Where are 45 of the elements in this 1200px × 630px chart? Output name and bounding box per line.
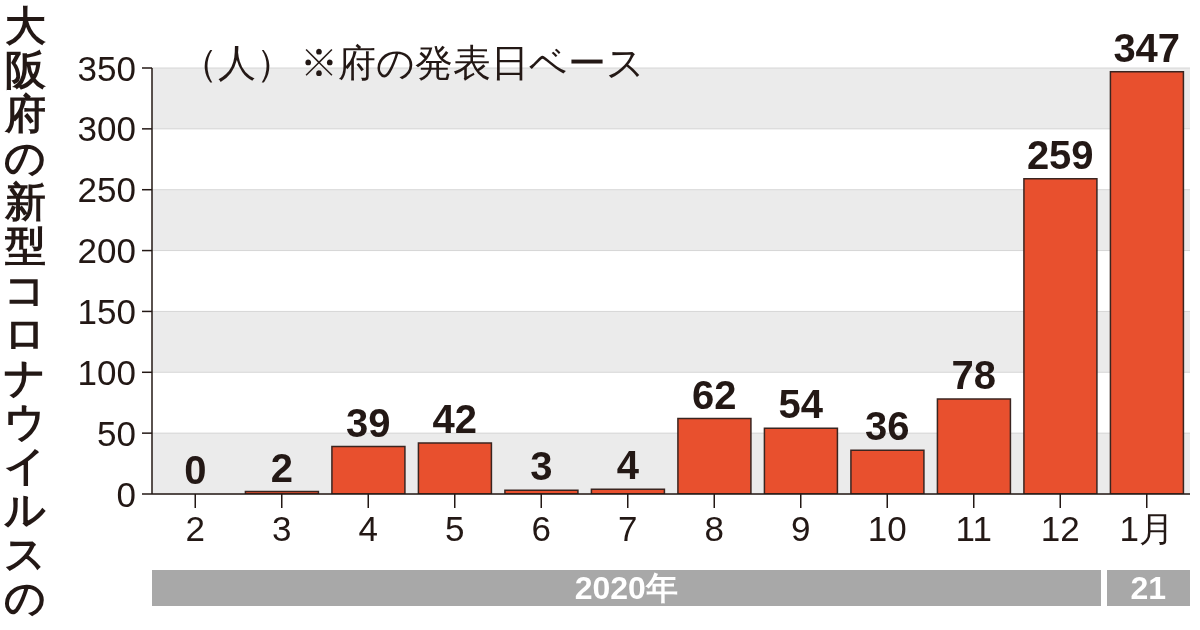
annotation: ※府の発表日ベース	[300, 41, 645, 86]
data-label: 62	[692, 372, 737, 417]
y-tick-label: 350	[77, 48, 136, 88]
data-label: 39	[346, 400, 391, 445]
bar	[1023, 178, 1098, 494]
y-tick-label: 50	[97, 413, 136, 453]
data-label: 3	[530, 444, 553, 489]
x-tick-label: 5	[445, 508, 465, 548]
text: 2020年	[152, 570, 1101, 606]
y-axis-title: （人）	[180, 41, 294, 86]
y-tick-label: 300	[77, 109, 136, 149]
bar	[850, 449, 925, 494]
bar	[1109, 70, 1185, 494]
x-tick-label: 7	[618, 508, 638, 548]
y-tick-label: 100	[77, 352, 136, 392]
y-tick-label: 250	[77, 170, 136, 210]
bar	[331, 445, 406, 494]
data-label: 347	[1113, 25, 1181, 70]
y-tick-label: 150	[77, 292, 136, 332]
x-tick-label: 4	[358, 508, 378, 548]
chart-title: 大阪府の新型コロナウイルスの	[4, 3, 46, 621]
x-tick-label: 3	[272, 508, 292, 548]
bar	[417, 442, 493, 494]
x-tick-label: 1月	[1119, 508, 1174, 548]
y-tick-label: 0	[116, 474, 136, 514]
x-tick-label: 2	[185, 508, 205, 548]
data-label: 0	[184, 448, 207, 492]
data-label: 78	[951, 353, 996, 398]
data-label: 36	[865, 404, 910, 449]
data-label: 4	[616, 443, 640, 488]
x-tick-label: 6	[531, 508, 551, 548]
data-label: 42	[432, 396, 477, 441]
x-tick-label: 8	[704, 508, 724, 548]
bar	[936, 398, 1012, 494]
y-tick-label: 200	[77, 231, 136, 271]
x-tick-label: 12	[1040, 508, 1080, 548]
x-tick-label: 9	[791, 508, 811, 548]
bar	[763, 427, 839, 494]
data-label: 2	[270, 445, 293, 490]
text: 21	[1106, 570, 1190, 606]
x-tick-label: 10	[867, 508, 907, 548]
data-label: 259	[1026, 132, 1094, 177]
data-label: 54	[778, 382, 824, 427]
x-tick-label: 11	[955, 508, 992, 548]
bar	[677, 417, 752, 494]
